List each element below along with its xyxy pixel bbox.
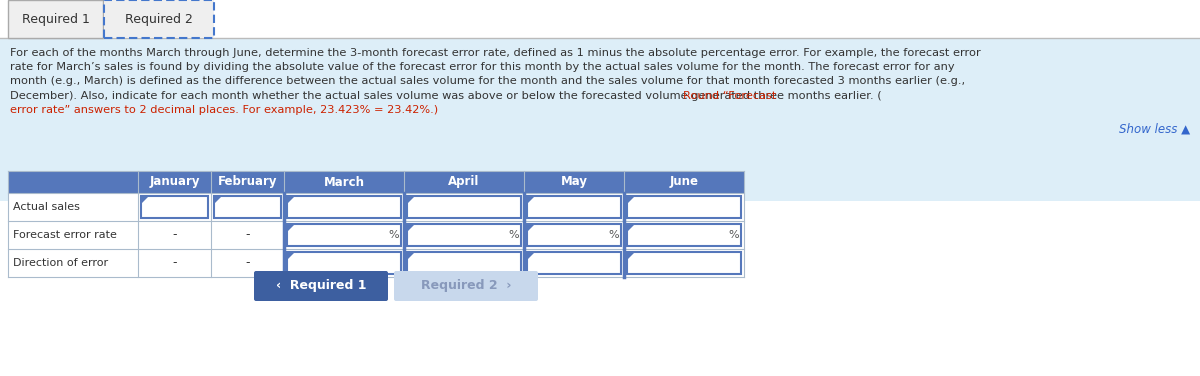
Bar [287, 196, 401, 218]
Text: -: - [245, 256, 250, 270]
Polygon shape [142, 196, 149, 204]
Text: %: % [728, 230, 739, 240]
Polygon shape [527, 252, 535, 260]
Polygon shape [407, 196, 415, 204]
Text: Required 2: Required 2 [125, 12, 193, 26]
Bar [287, 252, 401, 274]
Text: January: January [149, 176, 199, 188]
Text: -: - [173, 256, 176, 270]
Bar [0, 38, 1200, 201]
Text: -: - [245, 229, 250, 241]
Text: rate for March’s sales is found by dividing the absolute value of the forecast e: rate for March’s sales is found by divid… [10, 62, 955, 72]
Polygon shape [628, 224, 635, 232]
Polygon shape [287, 196, 295, 204]
Text: December). Also, indicate for each month whether the actual sales volume was abo: December). Also, indicate for each month… [10, 91, 882, 101]
Bar [407, 224, 521, 246]
Polygon shape [628, 196, 635, 204]
Polygon shape [527, 224, 535, 232]
Bar [628, 252, 742, 274]
Bar [628, 196, 742, 218]
Text: For each of the months March through June, determine the 3-month forecast error : For each of the months March through Jun… [10, 48, 980, 58]
Bar [527, 252, 622, 274]
Bar [8, 171, 744, 193]
Bar [407, 196, 521, 218]
Text: Actual sales: Actual sales [13, 202, 80, 212]
Text: Round “Forecast: Round “Forecast [683, 91, 776, 101]
Text: -: - [173, 229, 176, 241]
Text: June: June [670, 176, 698, 188]
Polygon shape [214, 196, 222, 204]
Polygon shape [407, 252, 415, 260]
Text: ‹  Required 1: ‹ Required 1 [276, 279, 366, 293]
Text: Direction of error: Direction of error [13, 258, 108, 268]
Text: error rate” answers to 2 decimal places. For example, 23.423% = 23.42%.): error rate” answers to 2 decimal places.… [10, 105, 438, 115]
Text: Forecast error rate: Forecast error rate [13, 230, 116, 240]
Bar [527, 196, 622, 218]
Text: %: % [608, 230, 619, 240]
FancyBboxPatch shape [254, 271, 388, 301]
Text: Show less ▲: Show less ▲ [1118, 123, 1190, 136]
Bar [214, 196, 281, 218]
Text: May: May [560, 176, 588, 188]
Bar [8, 193, 744, 277]
Polygon shape [287, 224, 295, 232]
Text: Required 2  ›: Required 2 › [421, 279, 511, 293]
Polygon shape [407, 224, 415, 232]
Polygon shape [527, 196, 535, 204]
Bar [287, 224, 401, 246]
Bar [104, 0, 214, 38]
Polygon shape [628, 252, 635, 260]
Bar [142, 196, 208, 218]
Text: March: March [324, 176, 365, 188]
Text: Required 1: Required 1 [22, 12, 90, 26]
Text: month (e.g., March) is defined as the difference between the actual sales volume: month (e.g., March) is defined as the di… [10, 76, 965, 86]
FancyBboxPatch shape [394, 271, 538, 301]
Text: %: % [509, 230, 520, 240]
Bar [628, 224, 742, 246]
Bar [527, 224, 622, 246]
Text: February: February [217, 176, 277, 188]
Text: %: % [389, 230, 398, 240]
Bar [8, 0, 103, 38]
Bar [407, 252, 521, 274]
Text: April: April [449, 176, 480, 188]
Polygon shape [287, 252, 295, 260]
